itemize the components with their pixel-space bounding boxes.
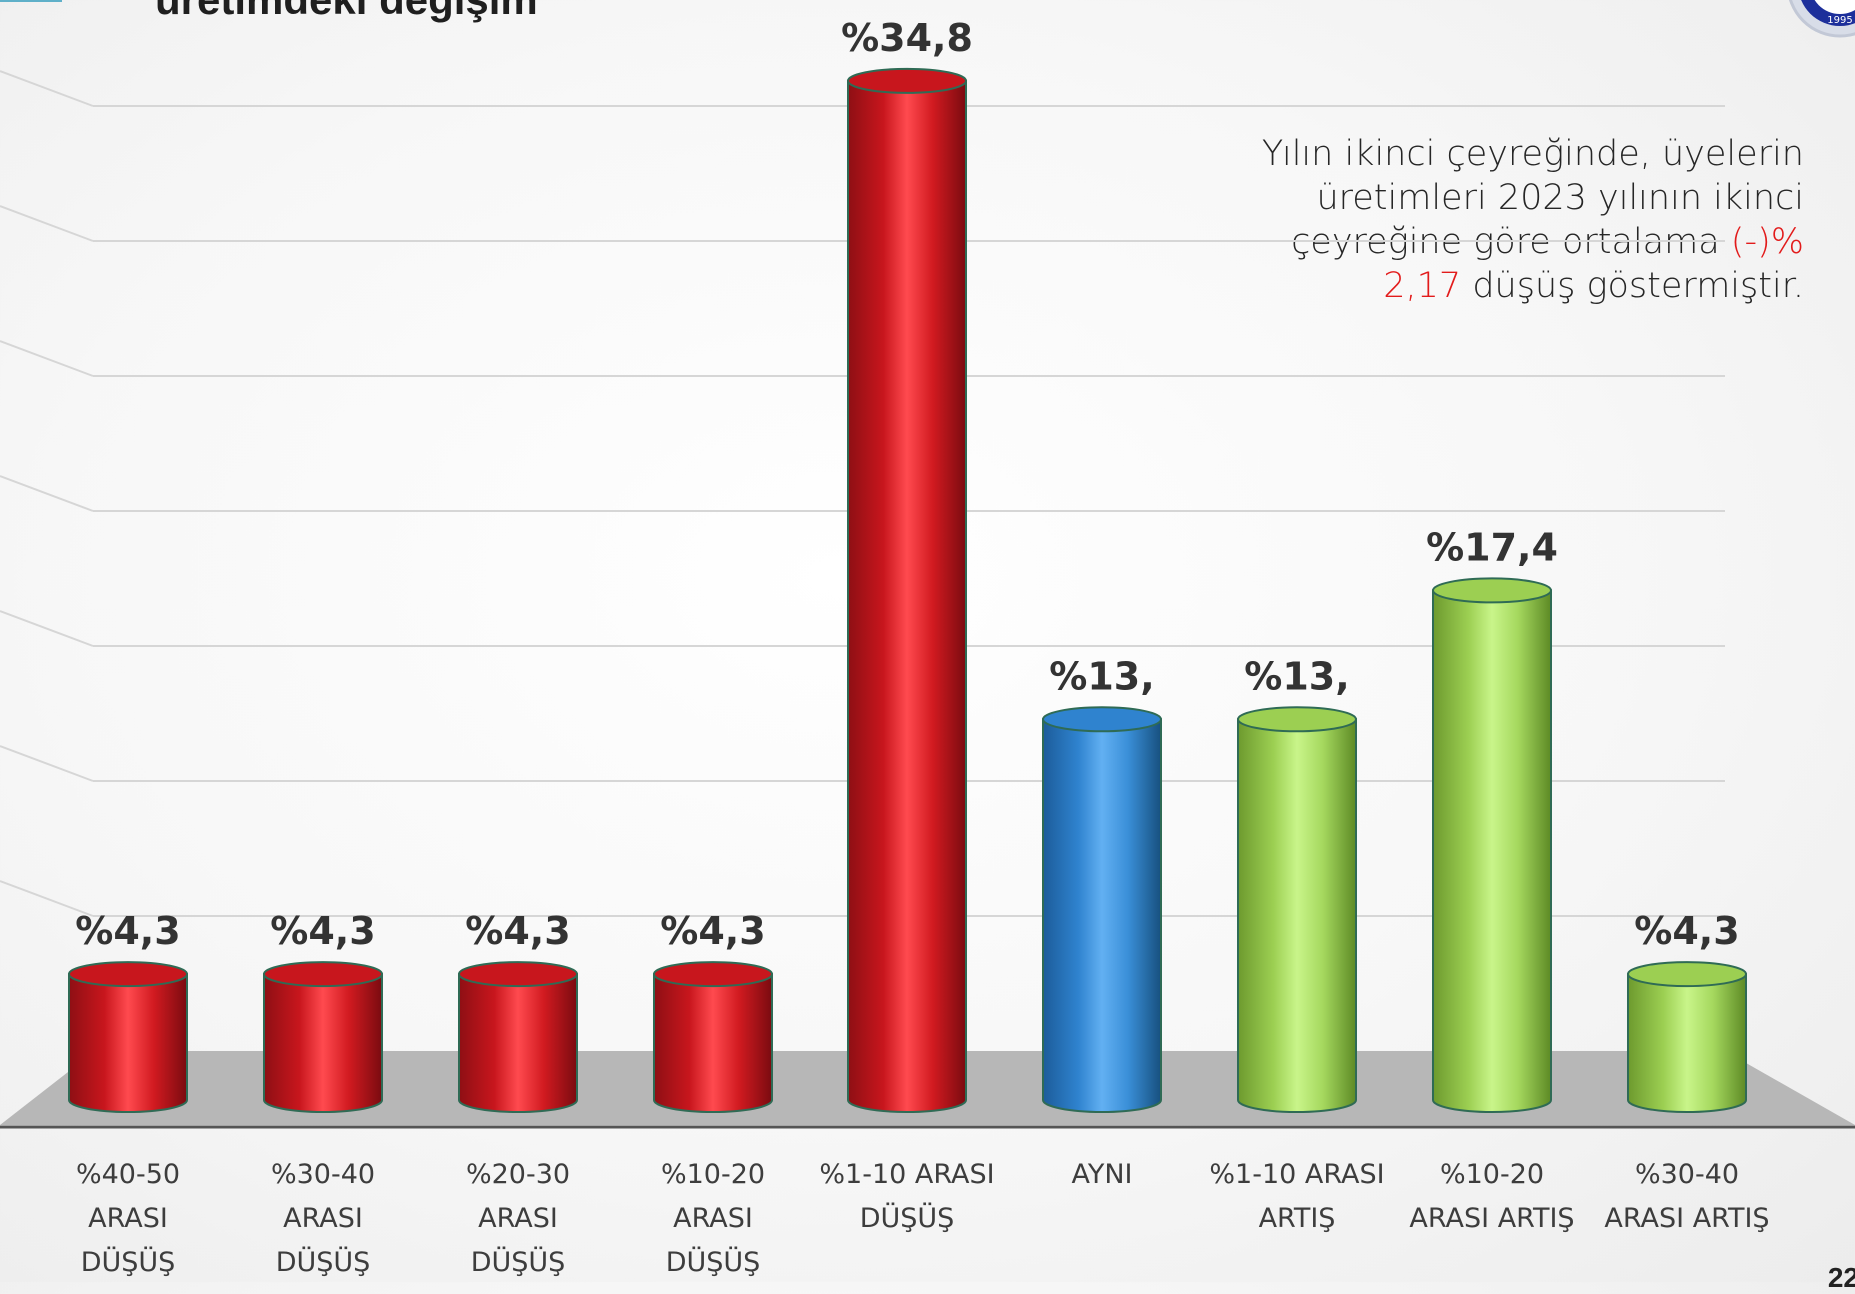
gridline-perspective	[0, 475, 94, 512]
category-label: %10-20	[1440, 1159, 1544, 1190]
bar-2	[263, 961, 383, 1113]
value-label: %17,4	[1426, 525, 1558, 569]
value-label: %4,3	[660, 909, 765, 953]
category-label: AYNI	[1071, 1159, 1132, 1190]
bar-1	[68, 961, 188, 1113]
gridline-perspective	[0, 205, 94, 242]
category-label: DÜŞÜŞ	[81, 1246, 176, 1278]
value-label: %4,3	[465, 909, 570, 953]
category-label: DÜŞÜŞ	[860, 1202, 955, 1234]
bar-9	[1627, 961, 1747, 1113]
bar-5	[847, 67, 967, 1113]
bar-top	[653, 961, 773, 988]
category-label: ARASI	[478, 1203, 558, 1234]
category-label: ARASI	[88, 1203, 168, 1234]
corner-accent-line	[0, 0, 62, 2]
category-label: DÜŞÜŞ	[276, 1246, 371, 1278]
summary-note: Yılın ikinci çeyreğinde, üyelerin üretim…	[1244, 132, 1804, 308]
bars-layer	[68, 67, 1747, 1113]
category-label: ARASI	[673, 1203, 753, 1234]
bar-top	[847, 67, 967, 94]
category-label: %30-40	[1635, 1159, 1739, 1190]
bar-3	[458, 961, 578, 1113]
bar-body	[263, 973, 383, 1113]
bar-6	[1042, 706, 1162, 1113]
bar-body	[1432, 589, 1552, 1113]
bar-top	[263, 961, 383, 988]
bar-8	[1432, 577, 1552, 1113]
bar-body	[68, 973, 188, 1113]
gridline-perspective	[0, 610, 94, 647]
gridline-perspective	[0, 70, 94, 107]
gridline-perspective	[0, 745, 94, 782]
labels-layer: %4,3 %40-50 ARASI DÜŞÜŞ %4,3 %30-40 ARASI DÜŞÜŞ…	[75, 16, 1769, 1278]
bar-7	[1237, 706, 1357, 1113]
gridline-perspective	[0, 340, 94, 377]
category-label: ARASI ARTIŞ	[1604, 1203, 1769, 1234]
value-label: %13,	[1244, 654, 1349, 698]
logo-year: 1995	[1827, 15, 1852, 26]
bar-body	[1627, 973, 1747, 1113]
note-highlight-value: (-)% 2,17	[1383, 222, 1804, 306]
category-label: %10-20	[661, 1159, 765, 1190]
gridline-perspective	[0, 880, 94, 917]
bar-4	[653, 961, 773, 1113]
category-label: %1-10 ARASI	[1209, 1159, 1384, 1190]
bar-body	[1237, 718, 1357, 1113]
chart-title: üretimdeki değişim	[155, 0, 538, 24]
category-label: %30-40	[271, 1159, 375, 1190]
bar-body	[458, 973, 578, 1113]
category-label: %20-30	[466, 1159, 570, 1190]
value-label: %4,3	[75, 909, 180, 953]
category-label: DÜŞÜŞ	[666, 1246, 761, 1278]
bar-body	[653, 973, 773, 1113]
category-label: ARASI ARTIŞ	[1409, 1203, 1574, 1234]
association-logo: 1995	[1788, 0, 1855, 38]
bar-top	[1042, 706, 1162, 733]
category-label: DÜŞÜŞ	[471, 1246, 566, 1278]
value-label: %4,3	[1634, 909, 1739, 953]
category-label: %1-10 ARASI	[819, 1159, 994, 1190]
bar-body	[847, 79, 967, 1113]
bar-top	[458, 961, 578, 988]
bar-body	[1042, 718, 1162, 1113]
value-label: %34,8	[841, 16, 973, 60]
bar-top	[1237, 706, 1357, 733]
bar-top	[1627, 961, 1747, 988]
bar-top	[68, 961, 188, 988]
category-label: ARTIŞ	[1259, 1203, 1336, 1234]
value-label: %4,3	[270, 909, 375, 953]
category-label: %40-50	[76, 1159, 180, 1190]
note-text-after: düşüş göstermiştir.	[1461, 266, 1804, 306]
bar-top	[1432, 577, 1552, 604]
category-label: ARASI	[283, 1203, 363, 1234]
value-label: %13,	[1049, 654, 1154, 698]
